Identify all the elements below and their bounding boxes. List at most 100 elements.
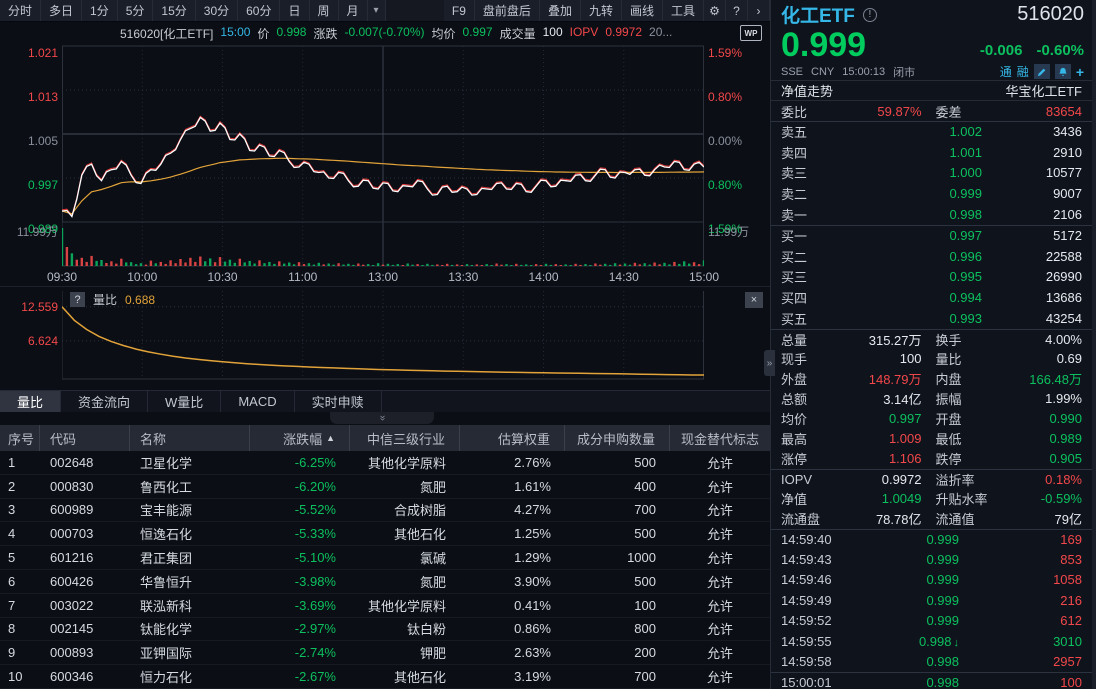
ask-level-label: 卖四 — [781, 145, 808, 161]
stat-label: 跌停 — [935, 452, 962, 468]
bid-row[interactable]: 买二 0.996 22588 — [771, 246, 1092, 267]
tick-volume: 100 — [1060, 674, 1082, 689]
table-row[interactable]: 9 000893 亚钾国际 -2.74% 钾肥 2.63% 200 允许 — [0, 641, 770, 666]
tick-row[interactable]: 14:59:55 0.998 ↓ 3010 — [771, 631, 1092, 651]
toolbar-tab-15分[interactable]: 15分 — [153, 0, 196, 21]
panel-collapse-handle[interactable]: » — [764, 350, 775, 376]
nav-trend-row[interactable]: 净值走势 华宝化工ETF — [771, 80, 1092, 101]
toolbar-button-九转[interactable]: 九转 — [580, 0, 622, 21]
column-header-成分申购数量[interactable]: 成分申购数量 — [565, 425, 670, 451]
toolbar-button-盘前盘后[interactable]: 盘前盘后 — [474, 0, 540, 21]
pencil-icon[interactable] — [1033, 64, 1050, 79]
cell: 恒逸石化 — [140, 527, 193, 543]
tick-row[interactable]: 14:59:40 0.999 169 — [771, 528, 1092, 549]
toolbar-button-叠加[interactable]: 叠加 — [539, 0, 581, 21]
stat-value: 0.990 — [1049, 411, 1082, 427]
tick-row[interactable]: 14:59:49 0.999 216 — [771, 590, 1092, 610]
time-axis-label: 10:30 — [207, 270, 238, 284]
toolbar-button-工具[interactable]: 工具 — [662, 0, 704, 21]
bid-row[interactable]: 买四 0.994 13686 — [771, 287, 1092, 308]
table-row[interactable]: 10 600346 恒力石化 -2.67% 其他石化 3.19% 700 允许 — [0, 665, 770, 689]
column-header-代码[interactable]: 代码 — [40, 425, 130, 451]
tick-row[interactable]: 14:59:58 0.998 2957 — [771, 651, 1092, 671]
table-row[interactable]: 5 601216 君正集团 -5.10% 氯碱 1.29% 1000 允许 — [0, 546, 770, 570]
ask-row[interactable]: 卖三 1.000 10577 — [771, 163, 1092, 184]
bell-icon[interactable] — [1054, 64, 1071, 79]
weibi-row: 委比 59.87% 委差 83654 — [771, 101, 1092, 121]
stat-value: 0.18% — [1045, 471, 1082, 487]
tab-MACD[interactable]: MACD — [221, 391, 295, 412]
table-row[interactable]: 8 002145 钛能化学 -2.97% 钛白粉 0.86% 800 允许 — [0, 618, 770, 642]
bid-row[interactable]: 买三 0.995 26990 — [771, 267, 1092, 288]
cell: 合成树脂 — [393, 503, 446, 519]
volume-ratio-chart[interactable] — [62, 287, 704, 391]
table-row[interactable]: 7 003022 联泓新科 -3.69% 其他化学原料 0.41% 100 允许 — [0, 594, 770, 618]
stat-value: -0.59% — [1040, 491, 1082, 507]
bid-price: 0.994 — [949, 290, 982, 306]
indicator-label: 量比 — [93, 293, 118, 307]
toolbar-tab-周[interactable]: 周 — [309, 0, 339, 21]
bid-row[interactable]: 买一 0.997 5172 — [771, 224, 1092, 246]
column-header-中信三级行业[interactable]: 中信三级行业 — [350, 425, 460, 451]
help-icon[interactable]: ? — [726, 0, 748, 21]
toolbar-tab-月[interactable]: 月 — [338, 0, 368, 21]
price-axis-label: 0.997 — [27, 178, 58, 192]
tab-资金流向[interactable]: 资金流向 — [61, 391, 149, 412]
ask-row[interactable]: 卖二 0.999 9007 — [771, 183, 1092, 204]
sort-arrow-icon: ▲ — [326, 433, 335, 443]
column-header-现金替代标志[interactable]: 现金替代标志 — [670, 425, 770, 451]
toolbar-expand-icon[interactable]: › — [748, 0, 770, 21]
tab-实时申赎[interactable]: 实时申赎 — [295, 391, 382, 412]
period-dropdown-caret[interactable]: ▾ — [367, 0, 386, 21]
toolbar-tab-5分[interactable]: 5分 — [117, 0, 154, 21]
table-row[interactable]: 2 000830 鲁西化工 -6.20% 氮肥 1.61% 400 允许 — [0, 475, 770, 499]
stat-value: 1.99% — [1045, 391, 1082, 407]
stat-row: 最高 1.009 最低 0.989 — [771, 429, 1092, 449]
collapse-handle[interactable]: » — [330, 412, 434, 424]
ask-volume: 10577 — [1045, 165, 1082, 181]
toolbar-button-F9[interactable]: F9 — [443, 0, 475, 21]
column-header-序号[interactable]: 序号 — [0, 425, 40, 451]
toolbar-tab-日[interactable]: 日 — [280, 0, 310, 21]
cell: 10 — [8, 669, 23, 685]
tick-row[interactable]: 14:59:43 0.999 853 — [771, 549, 1092, 569]
toolbar-tab-多日[interactable]: 多日 — [41, 0, 83, 21]
cell: 0.86% — [514, 621, 551, 637]
toolbar-tab-1分[interactable]: 1分 — [82, 0, 118, 21]
toolbar-tab-30分[interactable]: 30分 — [195, 0, 239, 21]
ask-row[interactable]: 卖一 0.998 2106 — [771, 204, 1092, 225]
toolbar-button-画线[interactable]: 画线 — [621, 0, 663, 21]
ask-row[interactable]: 卖四 1.001 2910 — [771, 142, 1092, 163]
tick-row[interactable]: 15:00:01 0.998 100 — [771, 671, 1092, 689]
toolbar-tab-分时[interactable]: 分时 — [0, 0, 42, 21]
add-icon[interactable]: + — [1075, 63, 1084, 80]
tick-row[interactable]: 14:59:52 0.999 612 — [771, 611, 1092, 631]
vol-axis-label: 11.99万 — [16, 225, 58, 239]
ask-row[interactable]: 卖五 1.002 3436 — [771, 121, 1092, 142]
table-row[interactable]: 1 002648 卫星化学 -6.25% 其他化学原料 2.76% 500 允许 — [0, 451, 770, 475]
tab-量比[interactable]: 量比 — [0, 391, 62, 412]
tick-row[interactable]: 14:59:46 0.999 1058 — [771, 570, 1092, 590]
table-row[interactable]: 4 000703 恒逸石化 -5.33% 其他石化 1.25% 500 允许 — [0, 522, 770, 547]
help-icon[interactable]: ? — [70, 292, 85, 307]
cell: -5.10% — [294, 550, 336, 566]
bid-price: 0.993 — [949, 311, 982, 327]
column-header-名称[interactable]: 名称 — [130, 425, 250, 451]
chart-info-seg-1: 15:00 — [220, 25, 251, 39]
cell: -2.67% — [294, 669, 336, 685]
info-icon[interactable]: ! — [862, 7, 877, 22]
tab-W量比[interactable]: W量比 — [148, 391, 222, 412]
gear-icon[interactable]: ⚙ — [704, 0, 726, 21]
close-icon[interactable]: × — [745, 292, 763, 308]
bid-row[interactable]: 买五 0.993 43254 — [771, 308, 1092, 329]
toolbar-tab-60分[interactable]: 60分 — [238, 0, 281, 21]
price-axis-label: 1.021 — [27, 46, 58, 60]
table-row[interactable]: 6 600426 华鲁恒升 -3.98% 氮肥 3.90% 500 允许 — [0, 570, 770, 594]
cell: 钛白粉 — [406, 622, 446, 638]
column-header-涨跌幅[interactable]: 涨跌幅 ▲ — [250, 425, 350, 451]
intraday-chart[interactable] — [62, 42, 704, 268]
price-change: -0.006 -0.60% — [980, 42, 1084, 61]
column-header-估算权重[interactable]: 估算权重 — [460, 425, 565, 451]
wp-overlay-icon[interactable]: WP — [740, 25, 762, 41]
table-row[interactable]: 3 600989 宝丰能源 -5.52% 合成树脂 4.27% 700 允许 — [0, 499, 770, 523]
